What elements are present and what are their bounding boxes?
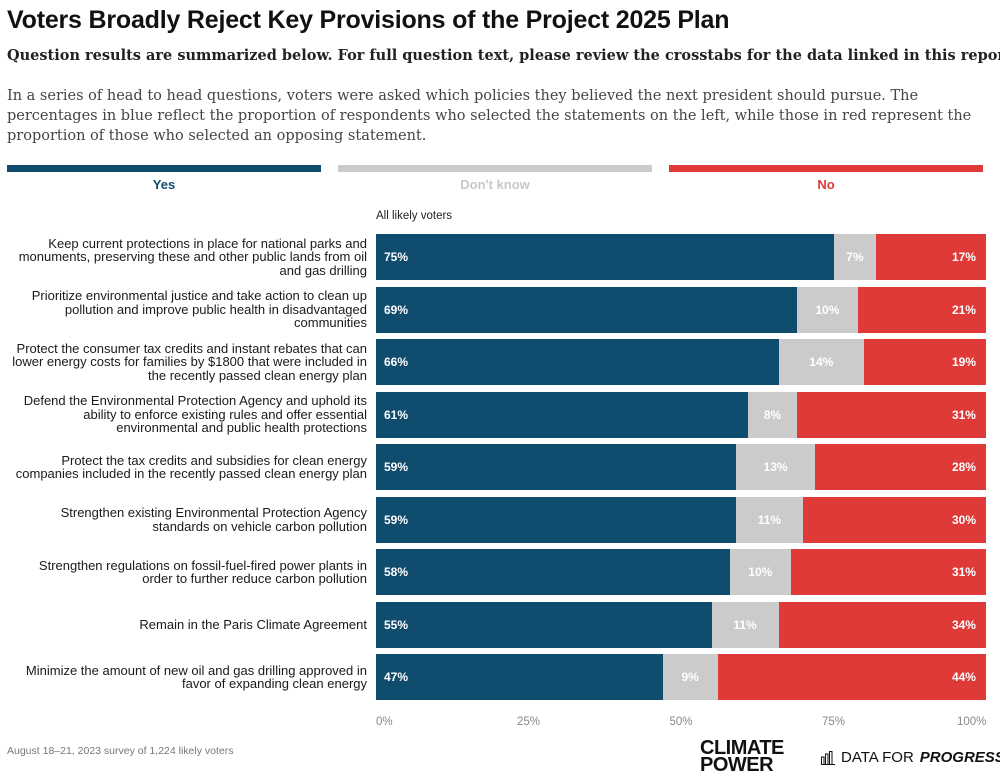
- bar-segment-no: [803, 496, 986, 543]
- bar-segment-don-t-know: [729, 549, 791, 595]
- value-label-don-t-know: 14%: [809, 355, 834, 369]
- bar-segment-yes: [376, 286, 797, 333]
- bar-segment-no: [717, 654, 986, 700]
- bar-segment-don-t-know: [735, 444, 816, 490]
- chart-description: In a series of head to head questions, v…: [7, 88, 972, 144]
- legend-label-yes: Yes: [152, 177, 176, 192]
- value-label-yes: 59%: [384, 512, 409, 527]
- x-tick-label: 100%: [957, 716, 987, 728]
- bar-segment-no: [864, 339, 986, 385]
- value-label-don-t-know: 10%: [748, 565, 773, 579]
- value-label-yes: 75%: [384, 250, 409, 264]
- legend-swatch-no: [669, 165, 983, 172]
- column-header: All likely voters: [376, 210, 453, 222]
- bar-segment-yes: [376, 549, 730, 595]
- bar-segment-don-t-know: [662, 654, 718, 700]
- bar-chart-icon: [821, 750, 835, 765]
- x-tick-label: 50%: [669, 716, 693, 728]
- value-label-no: 21%: [951, 302, 976, 317]
- climate-power-logo-line2: POWER: [700, 754, 774, 776]
- category-label: Prioritize environmental justice and tak…: [31, 288, 367, 331]
- value-label-no: 28%: [951, 460, 976, 474]
- bar-segment-don-t-know: [735, 496, 803, 543]
- value-label-no: 31%: [951, 407, 976, 422]
- category-label: Defend the Environmental Protection Agen…: [23, 393, 367, 436]
- value-label-don-t-know: 11%: [757, 512, 782, 527]
- value-label-no: 17%: [951, 250, 976, 264]
- value-label-no: 44%: [951, 670, 976, 684]
- category-label: Remain in the Paris Climate Agreement: [139, 616, 367, 632]
- bar-segment-yes: [376, 654, 663, 700]
- climate-power-logo: CLIMATE POWER: [700, 737, 784, 776]
- value-label-don-t-know: 11%: [733, 617, 757, 632]
- climate-power-logo-line1: CLIMATE: [700, 737, 784, 759]
- bar-segment-don-t-know: [778, 339, 864, 385]
- legend-label-don-t-know: Don't know: [460, 177, 530, 192]
- value-label-don-t-know: 7%: [846, 250, 864, 264]
- bar-segment-no: [857, 286, 986, 333]
- bar-segment-yes: [376, 444, 736, 490]
- value-label-don-t-know: 8%: [763, 407, 782, 422]
- legend-swatch-don-t-know: [338, 165, 652, 172]
- value-label-don-t-know: 13%: [763, 460, 788, 474]
- bar-segment-no: [790, 549, 986, 595]
- dfp-logo-prefix: DATA FOR: [841, 749, 914, 766]
- value-label-yes: 58%: [384, 565, 409, 579]
- legend-swatch-yes: [7, 165, 321, 172]
- category-label: Minimize the amount of new oil and gas d…: [25, 662, 367, 691]
- bar-segment-yes: [376, 496, 736, 543]
- bar-segment-don-t-know: [833, 234, 877, 280]
- category-label: Keep current protections in place for na…: [18, 235, 367, 278]
- footnote: August 18–21, 2023 survey of 1,224 likel…: [7, 745, 234, 757]
- value-label-don-t-know: 9%: [681, 670, 699, 684]
- x-tick-label: 0%: [376, 716, 393, 728]
- bar-segment-yes: [376, 339, 779, 385]
- category-label: Protect the consumer tax credits and ins…: [12, 340, 367, 383]
- bar-segment-yes: [376, 391, 749, 438]
- value-label-yes: 59%: [384, 460, 409, 474]
- bar-segment-no: [876, 234, 986, 280]
- bar-segment-yes: [376, 234, 834, 280]
- value-label-yes: 55%: [384, 617, 409, 632]
- value-label-no: 34%: [951, 617, 976, 632]
- category-label: Protect the tax credits and subsidies fo…: [15, 452, 367, 481]
- bar-segment-no: [778, 601, 986, 648]
- value-label-no: 30%: [951, 512, 976, 527]
- value-label-no: 31%: [951, 565, 976, 579]
- category-label: Strengthen existing Environmental Protec…: [60, 505, 367, 534]
- bar-segment-don-t-know: [796, 286, 858, 333]
- bar-segment-don-t-know: [711, 601, 779, 648]
- data-for-progress-logo: DATA FOR PROGRESS: [821, 749, 1000, 766]
- x-tick-label: 25%: [517, 716, 541, 728]
- value-label-don-t-know: 10%: [815, 302, 840, 317]
- bar-segment-don-t-know: [748, 391, 797, 438]
- dfp-logo-suffix: PROGRESS: [919, 749, 1000, 766]
- value-label-yes: 47%: [384, 670, 409, 684]
- bar-segment-no: [796, 391, 986, 438]
- chart-title: Voters Broadly Reject Key Provisions of …: [7, 6, 730, 34]
- chart-subtitle: Question results are summarized below. F…: [7, 47, 1000, 64]
- value-label-yes: 61%: [384, 407, 409, 422]
- value-label-yes: 69%: [384, 302, 409, 317]
- value-label-yes: 66%: [384, 355, 409, 369]
- x-tick-label: 75%: [822, 716, 846, 728]
- value-label-no: 19%: [951, 355, 976, 369]
- category-label: Strengthen regulations on fossil-fuel-fi…: [38, 557, 367, 586]
- bar-segment-yes: [376, 601, 712, 648]
- bar-segment-no: [815, 444, 986, 490]
- legend-label-no: No: [817, 177, 835, 192]
